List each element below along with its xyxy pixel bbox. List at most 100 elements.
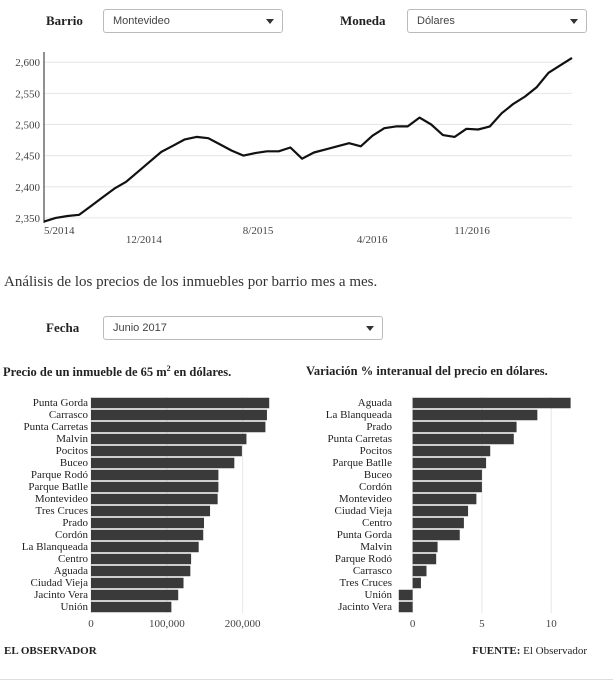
price-category-label: Parque Rodó (31, 469, 89, 481)
barrio-select-value: Montevideo (113, 15, 170, 27)
price-x-tick-label: 200,000 (225, 618, 261, 630)
price-title-sup: 2 (166, 364, 171, 373)
fecha-label: Fecha (46, 320, 80, 335)
variation-category-label: Prado (366, 421, 392, 433)
price-bar (91, 541, 199, 553)
variation-category-label: Malvin (360, 541, 392, 553)
variation-bar (412, 469, 482, 481)
x-tick-label: 5/2014 (44, 225, 75, 237)
price-bar (91, 505, 211, 517)
variation-bar (398, 589, 413, 601)
price-category-label: Malvin (56, 433, 88, 445)
price-bar (91, 577, 184, 589)
variation-bar (412, 541, 438, 553)
price-category-label: Parque Batlle (28, 481, 88, 493)
footer-brand: EL OBSERVADOR (4, 645, 97, 657)
fecha-select[interactable]: Junio 2017 (103, 316, 383, 340)
price-category-label: Montevideo (35, 493, 89, 505)
price-title-suffix: en dólares. (170, 365, 232, 380)
variation-category-label: Centro (362, 517, 392, 529)
variation-category-label: Punta Carretas (328, 433, 392, 445)
price-bar (91, 457, 235, 469)
variation-category-label: Parque Batlle (332, 457, 392, 469)
variation-bar (412, 409, 538, 421)
variation-bar-chart-title: Variación % interanual del precio en dól… (306, 364, 548, 378)
variation-category-label: Unión (365, 589, 393, 601)
y-tick-label: 2,500 (15, 119, 40, 131)
price-bar (91, 421, 266, 433)
price-title-main: Precio de un inmueble de 65 m (3, 365, 167, 380)
x-tick-label: 11/2016 (454, 225, 490, 237)
price-bar-chart-title: Precio de un inmueble de 65 m2 en dólare… (3, 364, 231, 380)
fecha-select-value: Junio 2017 (113, 322, 167, 334)
moneda-label: Moneda (340, 13, 386, 28)
price-bar (91, 529, 204, 541)
x-tick-label: 12/2014 (126, 234, 163, 246)
price-x-tick-label: 100,000 (149, 618, 185, 630)
price-category-label: Cordón (55, 529, 89, 541)
price-bar (91, 481, 219, 493)
price-category-label: Jacinto Vera (34, 589, 88, 601)
variation-category-label: Punta Gorda (337, 529, 392, 541)
price-category-label: Pocitos (56, 445, 88, 457)
variation-category-label: Carrasco (353, 565, 393, 577)
variation-category-label: Jacinto Vera (338, 601, 392, 613)
variation-category-label: Buceo (364, 469, 393, 481)
variation-bar (412, 517, 464, 529)
y-tick-label: 2,350 (15, 213, 40, 225)
variation-category-label: Parque Rodó (335, 553, 393, 565)
variation-bar (412, 565, 427, 577)
price-category-label: Aguada (54, 565, 88, 577)
chevron-down-icon (570, 19, 578, 24)
price-category-label: Ciudad Vieja (31, 577, 89, 589)
variation-bar (412, 505, 469, 517)
price-category-label: Punta Gorda (33, 397, 88, 409)
price-line-chart: 2,350 2,400 2,450 2,500 2,550 2,600 5/2014 12/2… (15, 52, 573, 246)
variation-category-label: Tres Cruces (340, 577, 392, 589)
variation-x-tick-label: 10 (546, 618, 558, 630)
variation-bar (412, 493, 477, 505)
variation-category-label: Aguada (358, 397, 392, 409)
variation-bar (412, 445, 491, 457)
variation-bar (412, 421, 517, 433)
variation-bar (412, 553, 437, 565)
variation-bar (412, 481, 482, 493)
moneda-select[interactable]: Dólares (407, 9, 587, 33)
variation-category-label: Montevideo (339, 493, 393, 505)
variation-category-label: Pocitos (360, 445, 392, 457)
price-bar (91, 409, 267, 421)
variation-x-tick-label: 0 (410, 618, 416, 630)
barrio-select[interactable]: Montevideo (103, 9, 283, 33)
variation-category-label: La Blanqueada (326, 409, 392, 421)
variation-bar (412, 397, 571, 409)
variation-x-tick-label: 5 (479, 618, 485, 630)
price-category-label: Carrasco (49, 409, 89, 421)
price-category-label: Prado (62, 517, 88, 529)
price-bar (91, 553, 192, 565)
chart-description: Análisis de los precios de los inmuebles… (4, 274, 378, 290)
x-tick-label: 4/2016 (357, 234, 388, 246)
price-x-tick-label: 0 (88, 618, 94, 630)
chevron-down-icon (266, 19, 274, 24)
price-bar (91, 397, 270, 409)
variation-bar (398, 601, 413, 613)
price-category-label: Tres Cruces (36, 505, 88, 517)
chevron-down-icon (366, 326, 374, 331)
price-category-label: Punta Carretas (24, 421, 88, 433)
price-category-label: Buceo (60, 457, 89, 469)
footer-source-label: FUENTE: (472, 645, 521, 657)
y-tick-label: 2,600 (15, 57, 40, 69)
price-bar (91, 445, 242, 457)
y-tick-label: 2,450 (15, 151, 40, 163)
variation-bar (412, 529, 460, 541)
variation-bar (412, 577, 421, 589)
price-bar (91, 517, 204, 529)
footer-source: FUENTE: El Observador (472, 645, 587, 657)
price-bar (91, 433, 247, 445)
price-series-line (43, 56, 573, 223)
variation-bar (412, 457, 487, 469)
moneda-select-value: Dólares (417, 15, 455, 27)
price-bar (91, 601, 172, 613)
price-category-label: Unión (61, 601, 89, 613)
price-bar (91, 565, 191, 577)
